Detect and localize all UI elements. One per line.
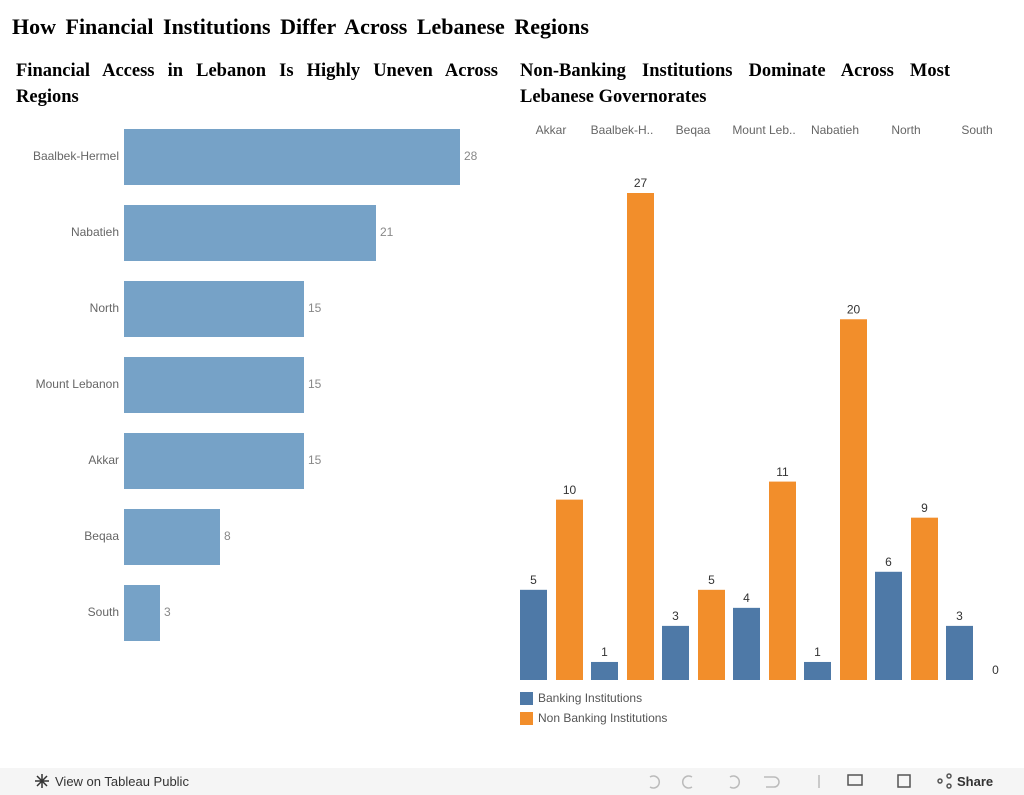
tableau-icon bbox=[35, 774, 49, 788]
chart-title: Non-Banking Institutions Dominate Across… bbox=[520, 61, 950, 107]
y-tick-label: Beqaa bbox=[84, 529, 119, 543]
bar bbox=[769, 481, 796, 680]
value-label: 5 bbox=[530, 573, 537, 587]
bar bbox=[124, 281, 304, 337]
bar bbox=[946, 625, 973, 680]
bar bbox=[591, 661, 618, 680]
bar bbox=[556, 499, 583, 680]
value-label: 9 bbox=[921, 501, 928, 515]
dashboard-title: How Financial Institutions Differ Across… bbox=[12, 14, 589, 39]
value-label: 6 bbox=[885, 555, 892, 569]
value-label: 8 bbox=[224, 529, 231, 543]
legend-label: Non Banking Institutions bbox=[538, 711, 667, 725]
bar bbox=[124, 357, 304, 413]
bar bbox=[124, 433, 304, 489]
column-header: Nabatieh bbox=[811, 123, 859, 137]
value-label: 3 bbox=[164, 605, 171, 619]
bar bbox=[124, 205, 376, 261]
legend-swatch bbox=[520, 712, 533, 725]
toolbar-icons bbox=[649, 773, 952, 789]
chart-title: Financial Access in Lebanon Is Highly Un… bbox=[16, 61, 498, 107]
bar bbox=[662, 625, 689, 680]
bar bbox=[124, 509, 220, 565]
value-label: 4 bbox=[743, 591, 750, 605]
y-tick-label: Nabatieh bbox=[71, 225, 119, 239]
y-tick-label: Akkar bbox=[88, 453, 119, 467]
legend-swatch bbox=[520, 692, 533, 705]
share-button[interactable]: Share bbox=[957, 774, 994, 789]
y-tick-label: North bbox=[90, 301, 119, 315]
y-tick-label: Mount Lebanon bbox=[36, 377, 119, 391]
y-tick-label: South bbox=[88, 605, 119, 619]
bar bbox=[627, 193, 654, 680]
bar bbox=[124, 585, 160, 641]
view-link[interactable]: View on Tableau Public bbox=[55, 774, 189, 789]
value-label: 21 bbox=[380, 225, 394, 239]
bar bbox=[124, 129, 460, 185]
column-header: Baalbek-H.. bbox=[591, 123, 654, 137]
column-header: South bbox=[961, 123, 992, 137]
value-label: 15 bbox=[308, 301, 322, 315]
bar bbox=[520, 589, 547, 680]
bar bbox=[733, 607, 760, 680]
value-label: 20 bbox=[847, 302, 861, 316]
column-header: Akkar bbox=[536, 123, 567, 137]
value-label: 5 bbox=[708, 573, 715, 587]
value-label: 15 bbox=[308, 453, 322, 467]
value-label: 27 bbox=[634, 176, 648, 190]
y-tick-label: Baalbek-Hermel bbox=[33, 149, 119, 163]
value-label: 28 bbox=[464, 149, 478, 163]
legend-label: Banking Institutions bbox=[538, 691, 642, 705]
toolbar: View on Tableau Public Share bbox=[0, 768, 1024, 795]
value-label: 15 bbox=[308, 377, 322, 391]
value-label: 1 bbox=[601, 645, 608, 659]
value-label: 3 bbox=[672, 609, 679, 623]
value-label: 0 bbox=[992, 663, 999, 677]
bar bbox=[804, 661, 831, 680]
column-header: Mount Leb.. bbox=[732, 123, 795, 137]
value-label: 1 bbox=[814, 645, 821, 659]
column-header: North bbox=[891, 123, 920, 137]
bar bbox=[698, 589, 725, 680]
value-label: 3 bbox=[956, 609, 963, 623]
bar bbox=[840, 319, 867, 680]
value-label: 10 bbox=[563, 483, 577, 497]
bar bbox=[875, 571, 902, 680]
column-header: Beqaa bbox=[676, 123, 711, 137]
bar bbox=[911, 517, 938, 680]
value-label: 11 bbox=[776, 465, 789, 479]
